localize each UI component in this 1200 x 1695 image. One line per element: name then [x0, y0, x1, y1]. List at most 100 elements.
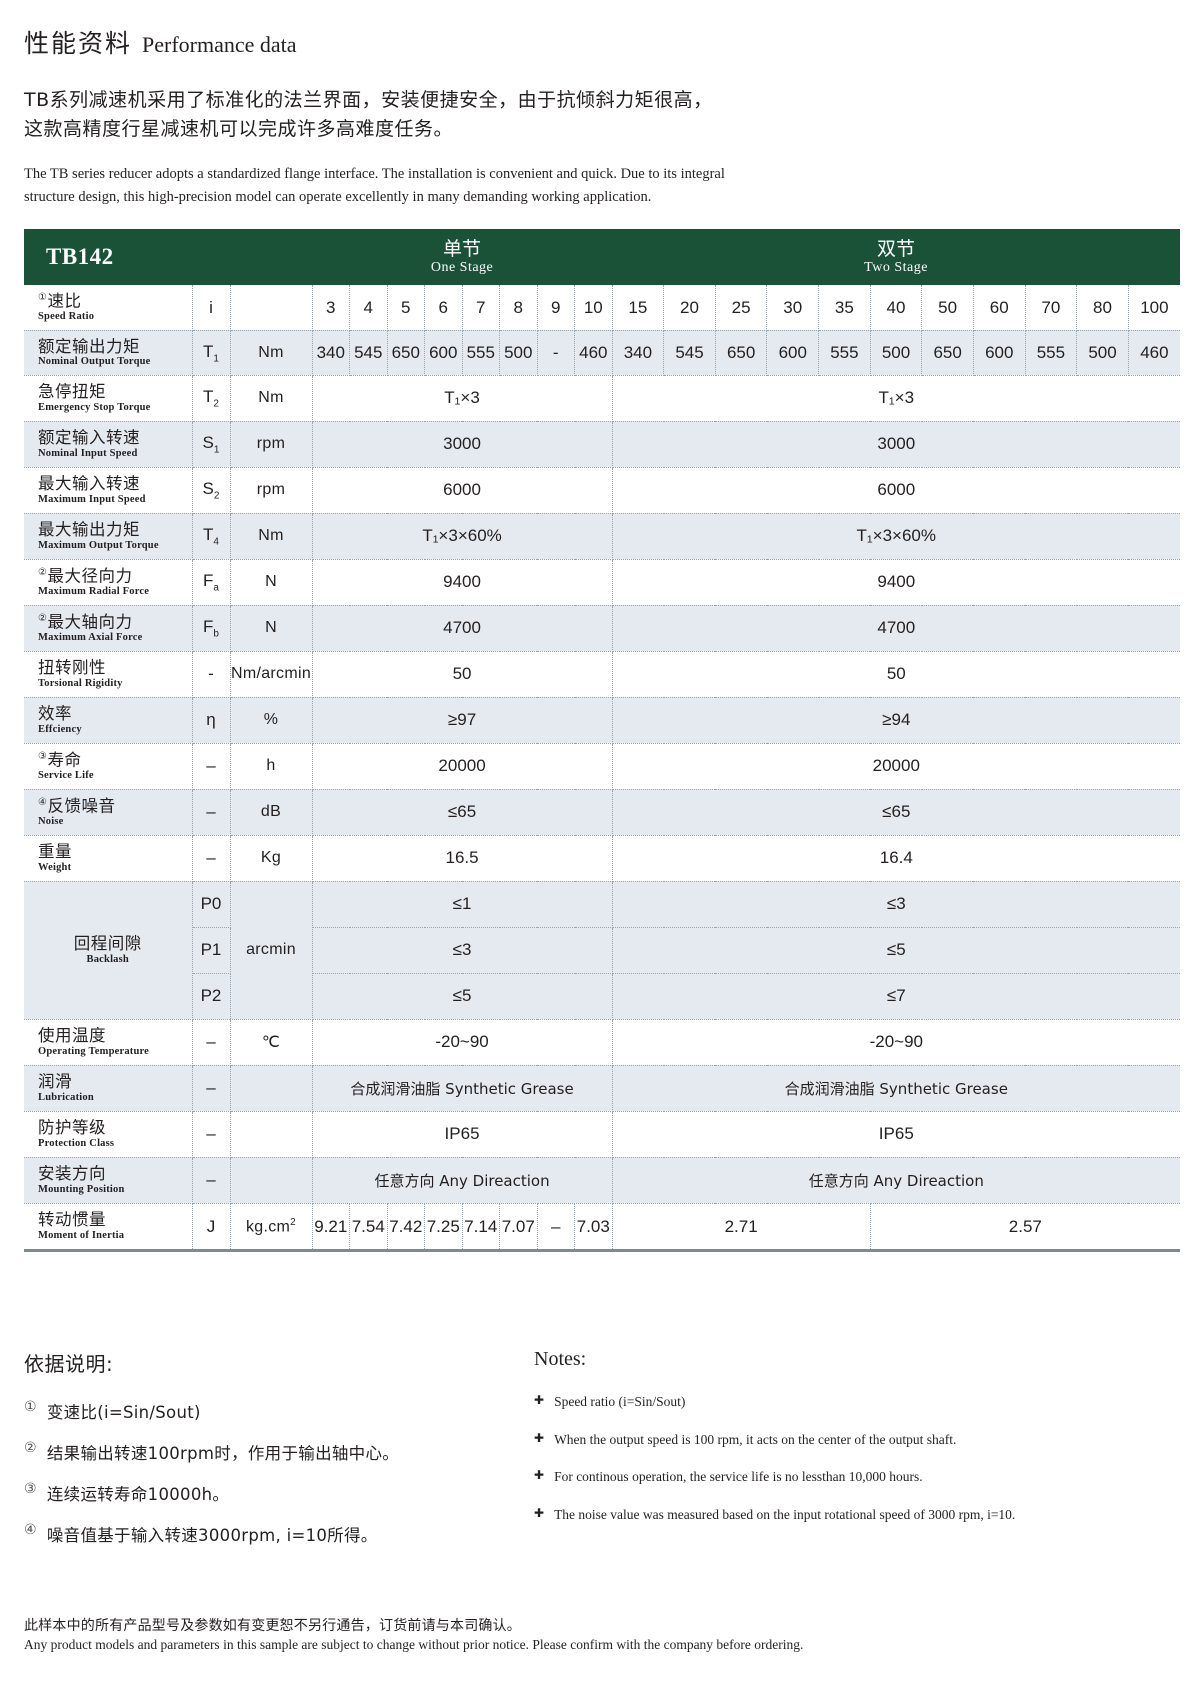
backlash-unit: arcmin — [230, 881, 313, 1020]
torque-cell: 555 — [462, 330, 501, 376]
table-row-spec-4: ②最大径向力 Maximum Radial Force Fa N 9400 9400 — [24, 559, 1180, 606]
row-label-cn: ④反馈噪音 — [38, 796, 116, 816]
intro-paragraph-cn: TB系列减速机采用了标准化的法兰界面，安装便捷安全，由于抗倾斜力矩很高， 这款高… — [24, 86, 1178, 145]
page-title-en: Performance data — [142, 32, 297, 57]
table-row-nominal-torque: 额定输出力矩 Nominal Output Torque T1 Nm 340 545 650… — [24, 330, 1180, 376]
page-title: 性能资料 Performance data — [24, 24, 1178, 60]
note-item-cn-2: ② 结果输出转速100rpm时，作用于输出轴中心。 — [24, 1440, 534, 1464]
ratio-cell: 25 — [715, 285, 768, 331]
backlash-one-stage: ≤5 — [312, 973, 613, 1020]
value-two-stage: IP65 — [612, 1111, 1180, 1158]
row-label: 润滑 Lubrication — [24, 1065, 193, 1112]
table-row-backlash-p2: P2 ≤5 ≤7 — [24, 973, 1180, 1020]
row-symbol: – — [192, 1157, 231, 1204]
row-unit: % — [230, 697, 313, 744]
inertia-cell: 7.07 — [499, 1203, 538, 1250]
row-unit: ℃ — [230, 1019, 313, 1066]
row-unit — [230, 1065, 313, 1112]
note-marker: ② — [24, 1440, 37, 1457]
row-label-en: Maximum Input Speed — [38, 493, 146, 505]
inertia-cell: 7.54 — [349, 1203, 388, 1250]
value-one-stage: ≥97 — [312, 697, 613, 744]
value-two-stage: 20000 — [612, 743, 1180, 790]
intro-en-line-1: The TB series reducer adopts a standardi… — [24, 165, 725, 182]
row-label: 最大输入转速 Maximum Input Speed — [24, 467, 193, 514]
ratio-cell: 9 — [537, 285, 576, 331]
torque-cell: 340 — [612, 330, 665, 376]
row-label-en: Maximum Radial Force — [38, 585, 150, 597]
stage-one-en: One Stage — [430, 259, 494, 275]
note-item-en-1: ✚ Speed ratio (i=Sin/Sout) — [534, 1393, 1174, 1411]
ratio-cell: 15 — [612, 285, 665, 331]
backlash-one-stage: ≤3 — [312, 927, 613, 974]
stage-header-two: 双节 Two Stage — [612, 229, 1180, 285]
backlash-grade: P1 — [192, 927, 231, 974]
row-symbol: S1 — [192, 421, 231, 468]
torque-cell: 500 — [499, 330, 538, 376]
note-text: 变速比(i=Sin/Sout) — [46, 1403, 201, 1423]
footer-disclaimer-cn: 此样本中的所有产品型号及参数如有变更恕不另行通告，订货前请与本司确认。 — [24, 1618, 521, 1635]
table-row-spec-2: 最大输入转速 Maximum Input Speed S2 rpm 6000 6000 — [24, 467, 1180, 514]
torque-cell: 460 — [574, 330, 613, 376]
row-unit — [230, 1111, 313, 1158]
ratio-cell: 35 — [818, 285, 871, 331]
model-name: TB142 — [46, 244, 114, 270]
row-label: 重量 Weight — [24, 835, 193, 882]
table-row-tail-2: 防护等级 Protection Class – IP65 IP65 — [24, 1111, 1180, 1158]
ratio-cell: 3 — [312, 285, 351, 331]
value-two-stage: 50 — [612, 651, 1180, 698]
row-label-en: Backlash — [86, 953, 129, 965]
torque-cell: - — [537, 330, 576, 376]
value-one-stage: 3000 — [312, 421, 613, 468]
backlash-one-stage: ≤1 — [312, 881, 613, 928]
row-label: 回程间隙 Backlash — [24, 881, 193, 1020]
row-label: 额定输出力矩 Nominal Output Torque — [24, 330, 193, 376]
row-label-en: Weight — [38, 861, 72, 873]
table-row-spec-7: 效率 Effciency η% ≥97 ≥94 — [24, 697, 1180, 744]
ratio-cell: 8 — [499, 285, 538, 331]
row-label: 最大输出力矩 Maximum Output Torque — [24, 513, 193, 560]
note-text: Speed ratio (i=Sin/Sout) — [554, 1394, 686, 1410]
table-row-tail-0: 使用温度 Operating Temperature – ℃ -20~90 -20~90 — [24, 1019, 1180, 1066]
table-row-backlash-p1: P1 ≤3 ≤5 — [24, 927, 1180, 974]
torque-cell: 650 — [921, 330, 974, 376]
row-unit: dB — [230, 789, 313, 836]
value-two-stage: 合成润滑油脂 Synthetic Grease — [612, 1065, 1180, 1112]
stage-one-cn: 单节 — [443, 238, 482, 261]
note-text: When the output speed is 100 rpm, it act… — [554, 1431, 957, 1447]
ratio-cell: 40 — [870, 285, 923, 331]
value-two-stage: 9400 — [612, 559, 1180, 606]
value-one-stage: T₁×3 — [312, 375, 613, 422]
note-bullet-icon: ✚ — [534, 1505, 545, 1520]
row-label-en: Moment of Inertia — [38, 1229, 125, 1241]
notes-heading-cn: 依据说明: — [24, 1352, 114, 1377]
torque-cell: 545 — [349, 330, 388, 376]
row-label: 使用温度 Operating Temperature — [24, 1019, 193, 1066]
ratio-cell: 20 — [663, 285, 716, 331]
table-row-spec-3: 最大输出力矩 Maximum Output Torque T4 Nm T₁×3×60% T… — [24, 513, 1180, 560]
ratio-cell: 50 — [921, 285, 974, 331]
note-item-en-2: ✚ When the output speed is 100 rpm, it ac… — [534, 1431, 1174, 1449]
torque-cell: 555 — [1025, 330, 1078, 376]
inertia-two-stage-b: 2.57 — [1008, 1216, 1042, 1236]
row-unit: Nm — [230, 330, 313, 376]
note-item-cn-3: ③ 连续运转寿命10000h。 — [24, 1481, 534, 1505]
row-symbol: T2 — [192, 375, 231, 422]
performance-data-page: 性能资料 Performance data TB系列减速机采用了标准化的法兰界面… — [24, 24, 1180, 1652]
row-label-cn: ③寿命 — [38, 750, 82, 770]
note-bullet-icon: ✚ — [534, 1430, 545, 1445]
table-bottom-rule — [24, 1249, 1180, 1253]
table-row-spec-9: ④反馈噪音 Noise – dB ≤65 ≤65 — [24, 789, 1180, 836]
inertia-cell: 7.03 — [574, 1203, 613, 1250]
table-row-spec-1: 额定输入转速 Nominal Input Speed S1 rpm 3000 3000 — [24, 421, 1180, 468]
note-item-cn-4: ④ 噪音值基于输入转速3000rpm, i=10所得。 — [24, 1522, 534, 1546]
note-text: 噪音值基于输入转速3000rpm, i=10所得。 — [46, 1526, 378, 1546]
row-label-cn: 重量 — [38, 842, 72, 862]
note-bullet-icon: ✚ — [534, 1393, 545, 1408]
backlash-grade: P2 — [192, 973, 231, 1020]
table-row-spec-0: 急停扭矩 Emergency Stop Torque T2 Nm T₁×3 T₁×3 — [24, 375, 1180, 422]
row-label-en: Speed Ratio — [38, 311, 95, 323]
row-symbol: i — [192, 285, 231, 331]
ratio-cell: 7 — [462, 285, 501, 331]
backlash-grade: P0 — [192, 881, 231, 928]
